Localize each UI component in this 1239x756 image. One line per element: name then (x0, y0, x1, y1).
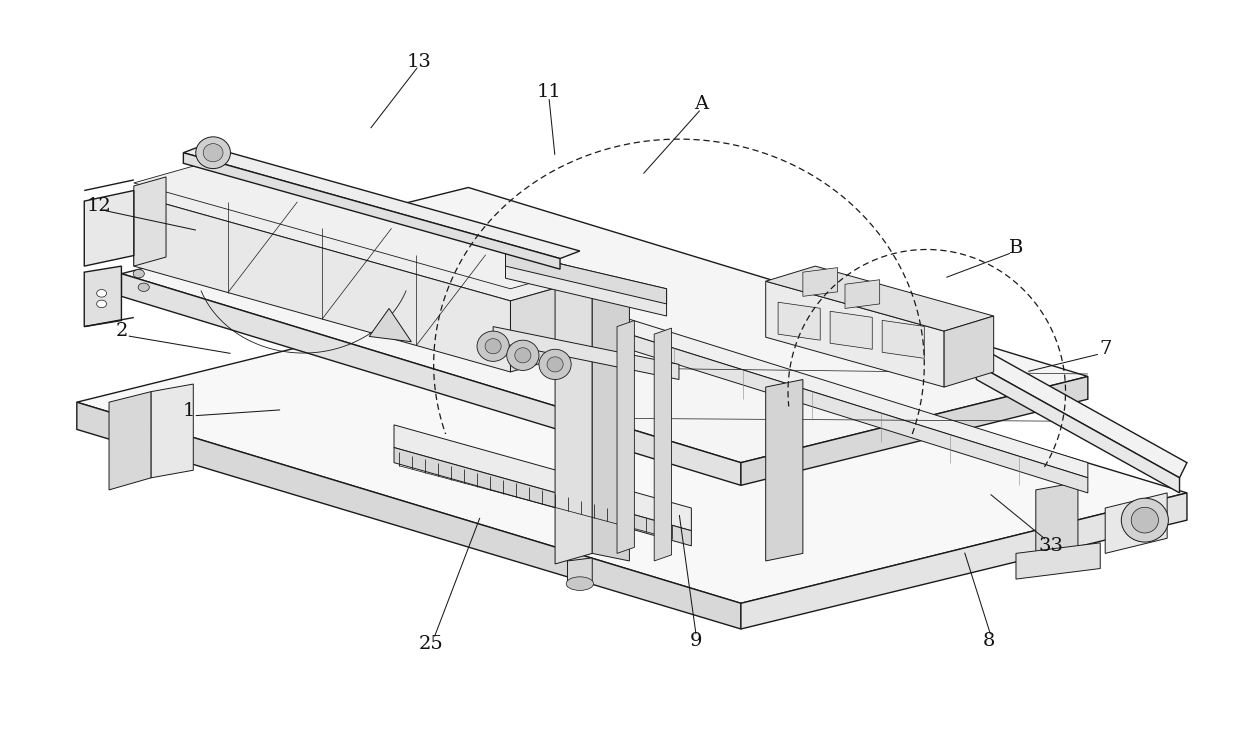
Polygon shape (766, 281, 944, 387)
Text: A: A (694, 95, 709, 113)
Polygon shape (134, 195, 510, 372)
Text: 25: 25 (419, 635, 444, 653)
Polygon shape (134, 163, 580, 289)
Polygon shape (77, 292, 1187, 603)
Ellipse shape (97, 290, 107, 297)
Polygon shape (394, 448, 691, 546)
Polygon shape (84, 266, 121, 327)
Polygon shape (845, 280, 880, 308)
Ellipse shape (548, 357, 563, 372)
Polygon shape (121, 187, 1088, 463)
Text: 13: 13 (406, 53, 431, 71)
Polygon shape (976, 364, 1180, 493)
Polygon shape (766, 266, 994, 331)
Polygon shape (592, 278, 629, 561)
Text: 7: 7 (1099, 340, 1111, 358)
Polygon shape (976, 349, 1187, 478)
Polygon shape (803, 268, 838, 296)
Polygon shape (84, 191, 134, 266)
Text: 8: 8 (983, 632, 995, 650)
Polygon shape (183, 153, 560, 269)
Polygon shape (567, 558, 592, 587)
Ellipse shape (539, 349, 571, 380)
Text: 33: 33 (1038, 537, 1063, 555)
Polygon shape (77, 402, 741, 629)
Polygon shape (394, 425, 691, 531)
Polygon shape (1105, 493, 1167, 553)
Polygon shape (134, 177, 166, 266)
Polygon shape (882, 321, 924, 358)
Text: 12: 12 (87, 197, 112, 215)
Polygon shape (506, 251, 667, 304)
Ellipse shape (1121, 498, 1168, 542)
Polygon shape (555, 278, 592, 564)
Polygon shape (830, 311, 872, 349)
Polygon shape (605, 311, 1088, 478)
Polygon shape (151, 384, 193, 478)
Text: 2: 2 (115, 322, 128, 340)
Polygon shape (944, 316, 994, 387)
Ellipse shape (477, 331, 509, 361)
Polygon shape (369, 308, 411, 342)
Polygon shape (493, 327, 679, 380)
Ellipse shape (507, 340, 539, 370)
Text: 11: 11 (536, 83, 561, 101)
Polygon shape (1016, 543, 1100, 579)
Polygon shape (617, 321, 634, 553)
Polygon shape (741, 493, 1187, 629)
Polygon shape (741, 376, 1088, 485)
Polygon shape (121, 274, 741, 485)
Polygon shape (778, 302, 820, 340)
Ellipse shape (1131, 507, 1158, 533)
Polygon shape (134, 175, 580, 301)
Text: B: B (1009, 239, 1023, 257)
Polygon shape (654, 328, 672, 561)
Ellipse shape (203, 144, 223, 162)
Polygon shape (605, 327, 1088, 493)
Ellipse shape (134, 269, 144, 278)
Polygon shape (506, 251, 667, 316)
Polygon shape (109, 392, 151, 490)
Polygon shape (766, 380, 803, 561)
Text: 9: 9 (690, 632, 703, 650)
Ellipse shape (139, 284, 150, 292)
Ellipse shape (97, 300, 107, 308)
Polygon shape (1036, 482, 1078, 561)
Ellipse shape (486, 339, 501, 354)
Ellipse shape (196, 137, 230, 169)
Text: 1: 1 (182, 402, 195, 420)
Ellipse shape (514, 348, 530, 363)
Ellipse shape (566, 577, 593, 590)
Polygon shape (510, 281, 580, 372)
Polygon shape (183, 145, 580, 259)
